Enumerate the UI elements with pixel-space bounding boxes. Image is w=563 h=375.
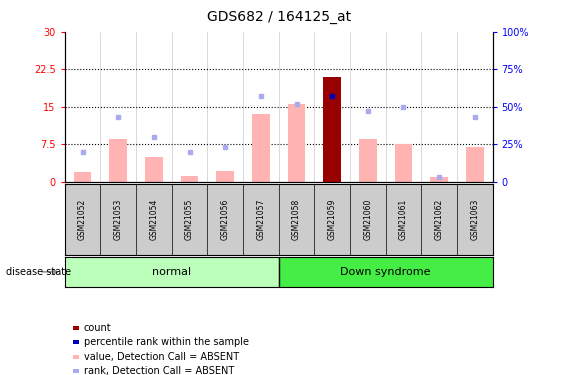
Text: value, Detection Call = ABSENT: value, Detection Call = ABSENT xyxy=(84,352,239,362)
Text: Down syndrome: Down syndrome xyxy=(341,267,431,277)
Text: GSM21059: GSM21059 xyxy=(328,199,337,240)
Bar xyxy=(65,257,279,287)
Text: GSM21058: GSM21058 xyxy=(292,199,301,240)
Bar xyxy=(466,147,484,182)
Text: GSM21060: GSM21060 xyxy=(363,199,372,240)
Bar xyxy=(216,171,234,182)
Text: count: count xyxy=(84,323,111,333)
Bar xyxy=(279,257,493,287)
Text: GSM21057: GSM21057 xyxy=(256,199,265,240)
Text: GSM21054: GSM21054 xyxy=(149,199,158,240)
Text: GSM21062: GSM21062 xyxy=(435,199,444,240)
Text: GSM21055: GSM21055 xyxy=(185,199,194,240)
Bar xyxy=(74,172,91,182)
Bar xyxy=(252,114,270,182)
Text: rank, Detection Call = ABSENT: rank, Detection Call = ABSENT xyxy=(84,366,234,375)
Text: GSM21061: GSM21061 xyxy=(399,199,408,240)
Bar xyxy=(288,104,305,182)
Text: GSM21052: GSM21052 xyxy=(78,199,87,240)
Bar xyxy=(181,176,198,182)
Text: GSM21053: GSM21053 xyxy=(114,199,123,240)
Text: disease state: disease state xyxy=(6,267,71,277)
Bar xyxy=(109,140,127,182)
Bar xyxy=(323,77,341,182)
Bar xyxy=(145,157,163,182)
Bar xyxy=(359,140,377,182)
Text: GSM21056: GSM21056 xyxy=(221,199,230,240)
Text: percentile rank within the sample: percentile rank within the sample xyxy=(84,338,249,347)
Text: GSM21063: GSM21063 xyxy=(470,199,479,240)
Bar xyxy=(430,177,448,182)
Bar xyxy=(395,144,412,182)
Text: normal: normal xyxy=(152,267,191,277)
Text: GDS682 / 164125_at: GDS682 / 164125_at xyxy=(207,10,351,24)
